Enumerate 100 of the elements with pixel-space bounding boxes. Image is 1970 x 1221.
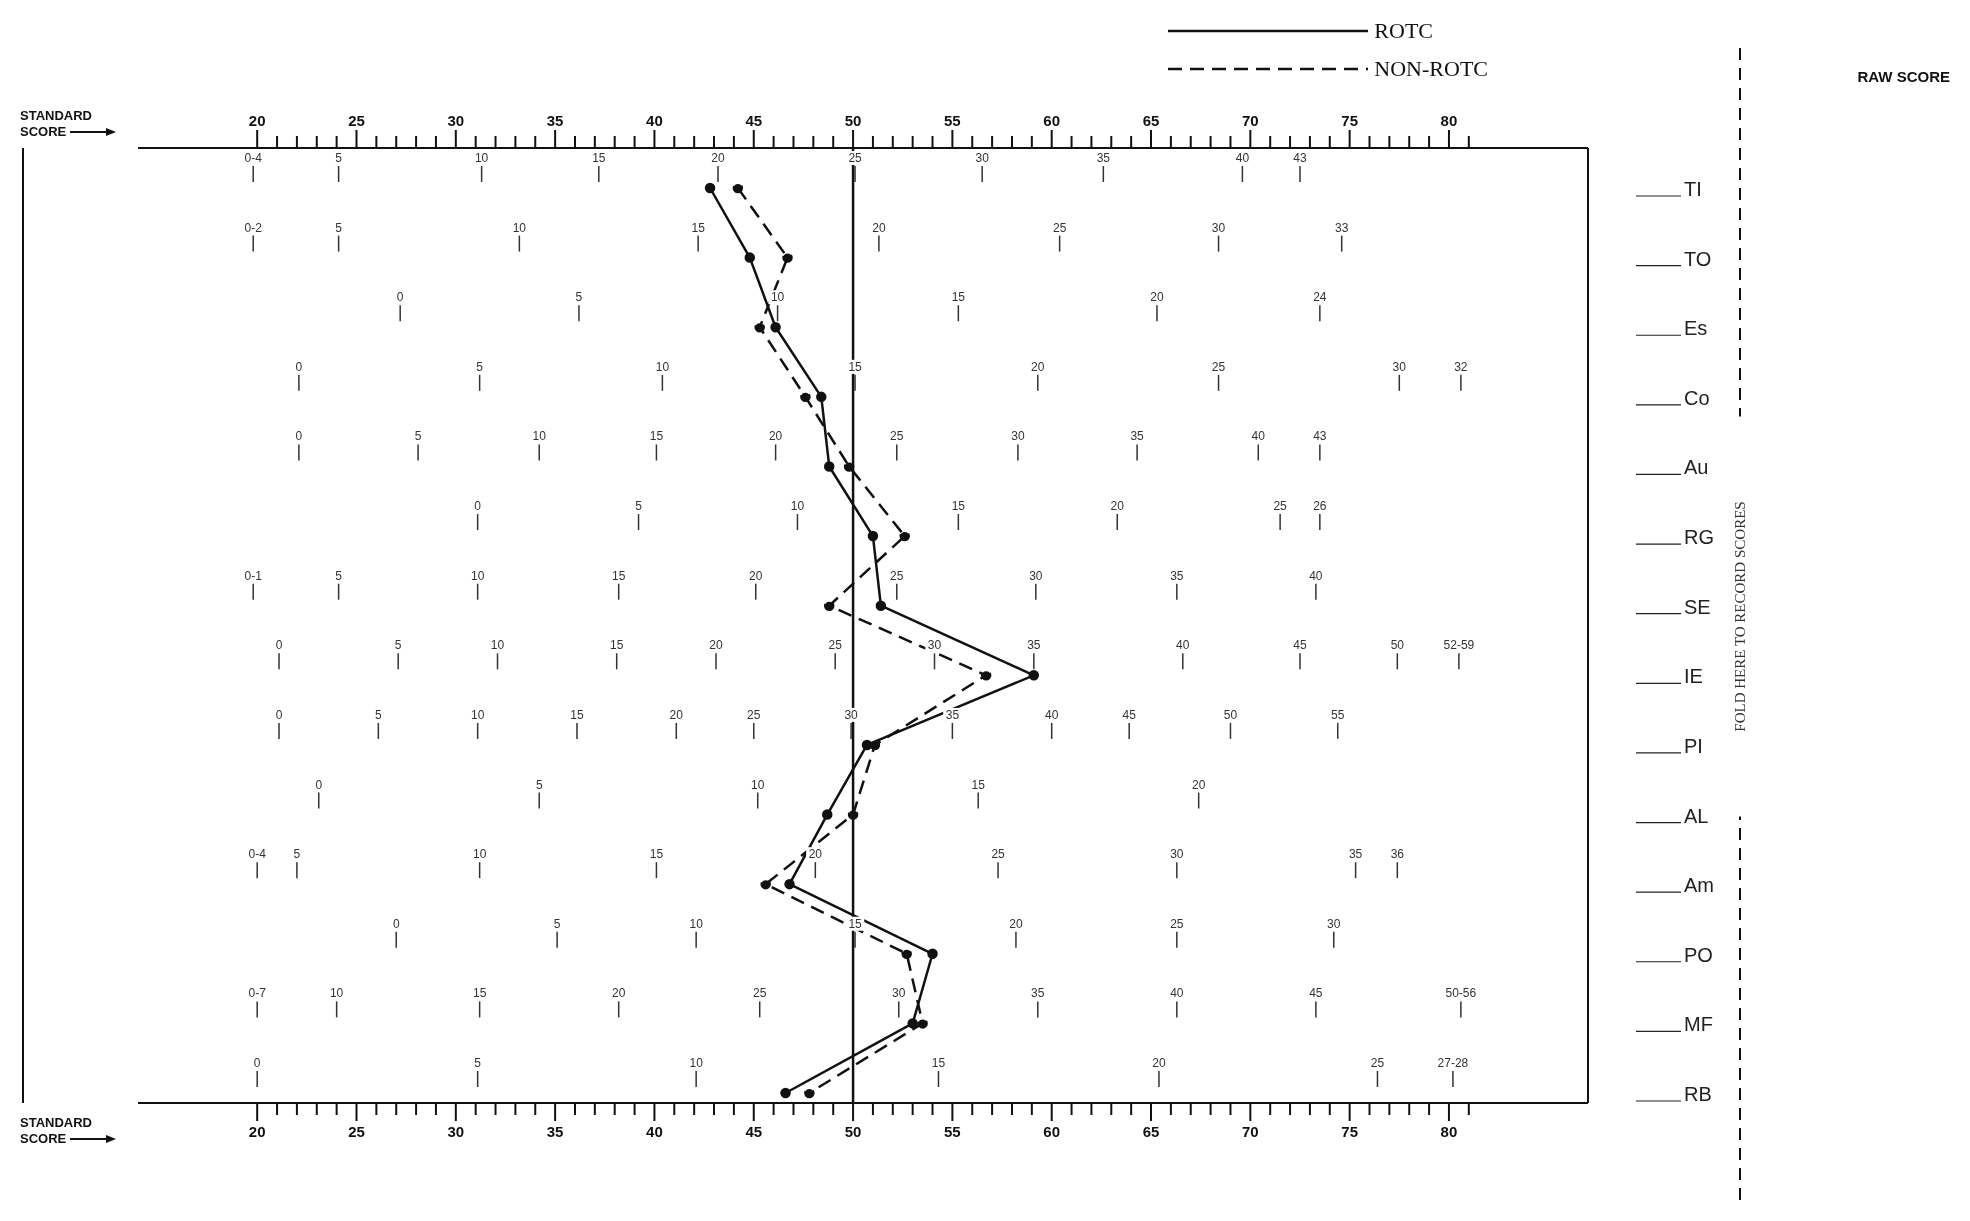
annotation: 24 <box>1313 290 1327 305</box>
x2-tick-label: 50 <box>844 112 862 129</box>
y-tick-label: PO <box>1684 943 1713 966</box>
annotation: 55 <box>1331 707 1345 722</box>
x-tick-label: 75 <box>1341 1123 1358 1140</box>
y-tick-label: PI <box>1684 734 1703 757</box>
annotation: 5 <box>535 777 543 792</box>
x2-tick-label: 45 <box>745 112 763 129</box>
annotation: 25 <box>828 638 843 653</box>
annotation: 27-28 <box>1437 1056 1469 1070</box>
annotation: 10 <box>470 707 485 722</box>
annotation: 5 <box>575 290 583 305</box>
annotation: 25 <box>1170 916 1184 931</box>
annotation: 20 <box>1031 359 1045 374</box>
annotation: 10 <box>474 151 489 165</box>
annotation: 15 <box>570 707 584 722</box>
annotation: 20 <box>872 220 886 235</box>
annotation: 35 <box>1170 568 1184 583</box>
annotation: 10 <box>689 1056 704 1070</box>
annotation: 35 <box>1031 986 1045 1001</box>
x-tick-label: 25 <box>348 1123 365 1140</box>
annotation: 5 <box>414 429 422 444</box>
annotation: 30 <box>1011 429 1025 444</box>
annotation: 0 <box>295 359 303 374</box>
annotation: 5 <box>476 359 484 374</box>
y-tick-label: MF <box>1684 1013 1713 1036</box>
annotation: 25 <box>1052 220 1067 235</box>
x-tick-label: 65 <box>1142 1123 1160 1140</box>
y-tick-label: Co <box>1684 386 1710 409</box>
annotation: 43 <box>1313 429 1327 444</box>
annotation: 40 <box>1045 707 1059 722</box>
annotation: 20 <box>1110 499 1125 514</box>
y-tick-label: TO <box>1684 247 1712 270</box>
annotation: 36 <box>1390 847 1405 862</box>
annotation: 5 <box>474 1056 482 1070</box>
x2-axis-title: STANDARD SCORE <box>20 108 93 140</box>
x2-tick-label: 55 <box>944 112 961 129</box>
annotation: 20 <box>1009 916 1023 931</box>
annotation: 20 <box>612 986 626 1001</box>
x-tick-label: 20 <box>248 1123 266 1140</box>
annotation: 15 <box>612 568 626 583</box>
annotation: 50 <box>1223 707 1238 722</box>
annotation: 33 <box>1335 220 1349 235</box>
annotation: 10 <box>512 220 527 235</box>
annotation: 25 <box>753 986 767 1001</box>
x2-tick-label: 35 <box>546 112 564 129</box>
x2-tick-label: 70 <box>1241 112 1259 129</box>
annotation: 15 <box>649 429 664 444</box>
annotation: 0 <box>396 290 404 305</box>
annotation: 40 <box>1251 429 1266 444</box>
annotation: 20 <box>669 707 684 722</box>
text: NON-ROTC <box>1374 56 1488 82</box>
x2-tick-label: 80 <box>1440 112 1458 129</box>
annotation: 5 <box>335 568 343 583</box>
annotation: 20 <box>709 638 724 653</box>
annotation: 35 <box>1027 638 1041 653</box>
annotation: 10 <box>655 359 670 374</box>
annotation: 10 <box>472 847 487 862</box>
annotation: 15 <box>848 916 863 931</box>
annotation: 35 <box>1096 151 1111 165</box>
x2-tick-label: 60 <box>1043 112 1061 129</box>
y-tick-label: SE <box>1684 595 1711 618</box>
annotation: 30 <box>1392 359 1407 374</box>
annotation: 30 <box>844 707 859 722</box>
annotation: 43 <box>1293 151 1307 165</box>
annotation: 5 <box>394 638 402 653</box>
annotation: 10 <box>790 499 805 514</box>
annotation: 20 <box>749 568 763 583</box>
annotation: 20 <box>1152 1056 1166 1070</box>
annotation: 15 <box>951 290 966 305</box>
annotation: 35 <box>1348 847 1363 862</box>
annotation: 25 <box>1211 359 1226 374</box>
annotation: 25 <box>890 429 904 444</box>
annotation: 30 <box>1170 847 1184 862</box>
annotation: 5 <box>635 499 643 514</box>
annotation: 15 <box>649 847 664 862</box>
annotation: 10 <box>470 568 485 583</box>
annotation: 0 <box>275 638 283 653</box>
annotation: 50 <box>1390 638 1405 653</box>
annotation: 30 <box>1211 220 1226 235</box>
x2-tick-label: 30 <box>447 112 465 129</box>
text: ROTC <box>1374 18 1434 44</box>
annotation: 10 <box>751 777 765 792</box>
annotation: 20 <box>768 429 783 444</box>
annotation: 20 <box>711 151 725 165</box>
annotation: 5 <box>335 220 343 235</box>
y-tick-label: AL <box>1684 804 1709 827</box>
annotation: 10 <box>532 429 547 444</box>
annotation: 30 <box>1327 916 1341 931</box>
annotation: 0-4 <box>248 847 267 862</box>
annotation: 25 <box>848 151 863 165</box>
annotation: 5 <box>375 707 382 722</box>
annotation: 10 <box>689 916 704 931</box>
annotation: 0 <box>392 916 400 931</box>
annotation: 45 <box>1293 638 1307 653</box>
annotation: 15 <box>472 986 487 1001</box>
x2-tick-label: 65 <box>1142 112 1160 129</box>
x-tick-label: 60 <box>1043 1123 1061 1140</box>
annotation: 50-56 <box>1445 986 1477 1001</box>
annotation: 0 <box>275 707 283 722</box>
